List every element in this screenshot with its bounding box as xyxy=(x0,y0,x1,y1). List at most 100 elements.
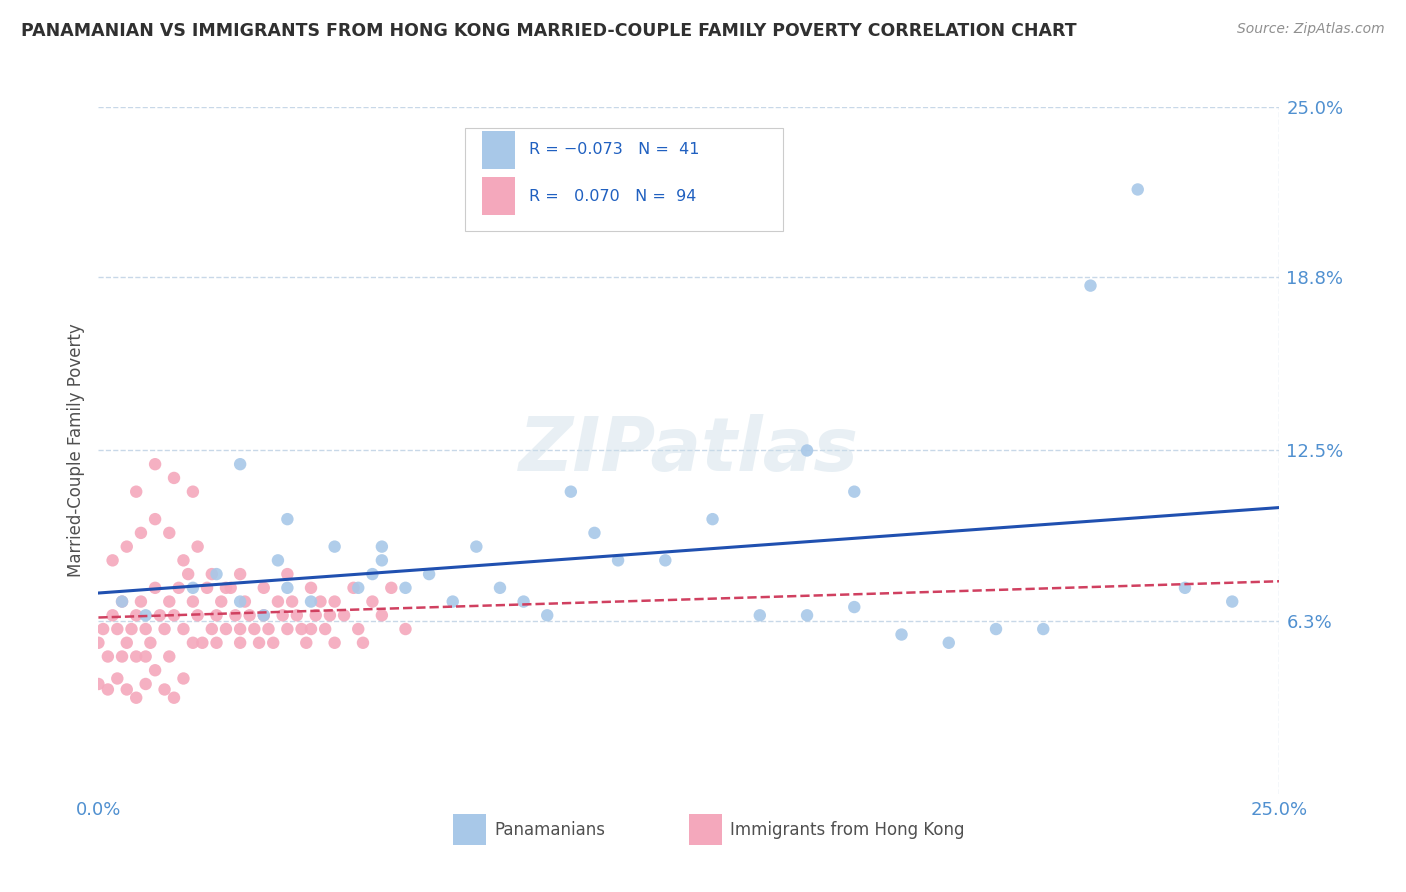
Point xyxy=(163,471,186,485)
Point xyxy=(135,608,157,623)
Point xyxy=(323,636,346,650)
Point xyxy=(195,581,218,595)
Point xyxy=(135,649,157,664)
Point xyxy=(157,649,180,664)
Point xyxy=(205,608,228,623)
Point xyxy=(276,512,298,526)
Point xyxy=(229,622,252,636)
Point xyxy=(247,636,270,650)
Point xyxy=(153,622,176,636)
Point xyxy=(702,512,724,526)
Point xyxy=(87,636,110,650)
Point xyxy=(844,600,866,615)
Point xyxy=(290,622,312,636)
Point xyxy=(253,608,276,623)
Point xyxy=(229,567,252,582)
Point xyxy=(380,581,402,595)
Point xyxy=(111,594,134,608)
Point xyxy=(143,581,166,595)
Point xyxy=(347,581,370,595)
Point xyxy=(163,608,186,623)
Point xyxy=(157,594,180,608)
Point xyxy=(1080,278,1102,293)
Point xyxy=(257,622,280,636)
Point xyxy=(796,608,818,623)
Point xyxy=(371,553,394,567)
Bar xyxy=(464,128,783,231)
Point xyxy=(125,690,148,705)
Point xyxy=(1126,182,1149,196)
Bar xyxy=(453,814,486,846)
Point xyxy=(181,636,204,650)
Point xyxy=(465,540,488,554)
Point xyxy=(361,594,384,608)
Text: ZIPatlas: ZIPatlas xyxy=(519,414,859,487)
Point xyxy=(361,567,384,582)
Point xyxy=(172,553,194,567)
Point xyxy=(181,484,204,499)
Point xyxy=(129,525,152,540)
Point xyxy=(157,525,180,540)
Point xyxy=(253,581,276,595)
Point xyxy=(371,540,394,554)
Point xyxy=(97,649,120,664)
Point xyxy=(115,682,138,697)
Point xyxy=(115,636,138,650)
Point xyxy=(149,608,172,623)
Point xyxy=(233,594,256,608)
Point xyxy=(201,567,224,582)
Point xyxy=(319,608,342,623)
Point xyxy=(135,677,157,691)
Point xyxy=(143,663,166,677)
Point xyxy=(187,540,209,554)
Point xyxy=(299,594,322,608)
Point xyxy=(271,608,294,623)
Text: PANAMANIAN VS IMMIGRANTS FROM HONG KONG MARRIED-COUPLE FAMILY POVERTY CORRELATIO: PANAMANIAN VS IMMIGRANTS FROM HONG KONG … xyxy=(21,22,1077,40)
Point xyxy=(654,553,676,567)
Point xyxy=(163,690,186,705)
Point xyxy=(177,567,200,582)
Point xyxy=(139,636,162,650)
Point xyxy=(276,581,298,595)
Point xyxy=(205,567,228,582)
Text: R =   0.070   N =  94: R = 0.070 N = 94 xyxy=(530,189,697,204)
Point xyxy=(276,622,298,636)
Point xyxy=(309,594,332,608)
Point xyxy=(115,540,138,554)
Point xyxy=(418,567,440,582)
Point xyxy=(295,636,318,650)
Point xyxy=(984,622,1007,636)
Point xyxy=(305,608,328,623)
Point xyxy=(135,622,157,636)
Point xyxy=(101,553,124,567)
Text: R = −0.073   N =  41: R = −0.073 N = 41 xyxy=(530,143,700,158)
Bar xyxy=(482,178,516,215)
Point xyxy=(394,622,416,636)
Point xyxy=(281,594,304,608)
Point xyxy=(352,636,374,650)
Point xyxy=(1032,622,1054,636)
Point xyxy=(536,608,558,623)
Point xyxy=(299,622,322,636)
Point xyxy=(191,636,214,650)
Point xyxy=(205,636,228,650)
Point xyxy=(125,484,148,499)
Point xyxy=(441,594,464,608)
Point xyxy=(347,622,370,636)
Point xyxy=(560,484,582,499)
Point xyxy=(153,682,176,697)
Point xyxy=(111,594,134,608)
Y-axis label: Married-Couple Family Poverty: Married-Couple Family Poverty xyxy=(66,324,84,577)
Point xyxy=(489,581,512,595)
Point xyxy=(267,594,290,608)
Point xyxy=(91,622,114,636)
Text: Source: ZipAtlas.com: Source: ZipAtlas.com xyxy=(1237,22,1385,37)
Text: Immigrants from Hong Kong: Immigrants from Hong Kong xyxy=(730,822,965,839)
Point xyxy=(394,581,416,595)
Point xyxy=(512,594,534,608)
Point xyxy=(748,608,770,623)
Point xyxy=(796,443,818,458)
Point xyxy=(187,608,209,623)
Point xyxy=(243,622,266,636)
Point xyxy=(333,608,356,623)
